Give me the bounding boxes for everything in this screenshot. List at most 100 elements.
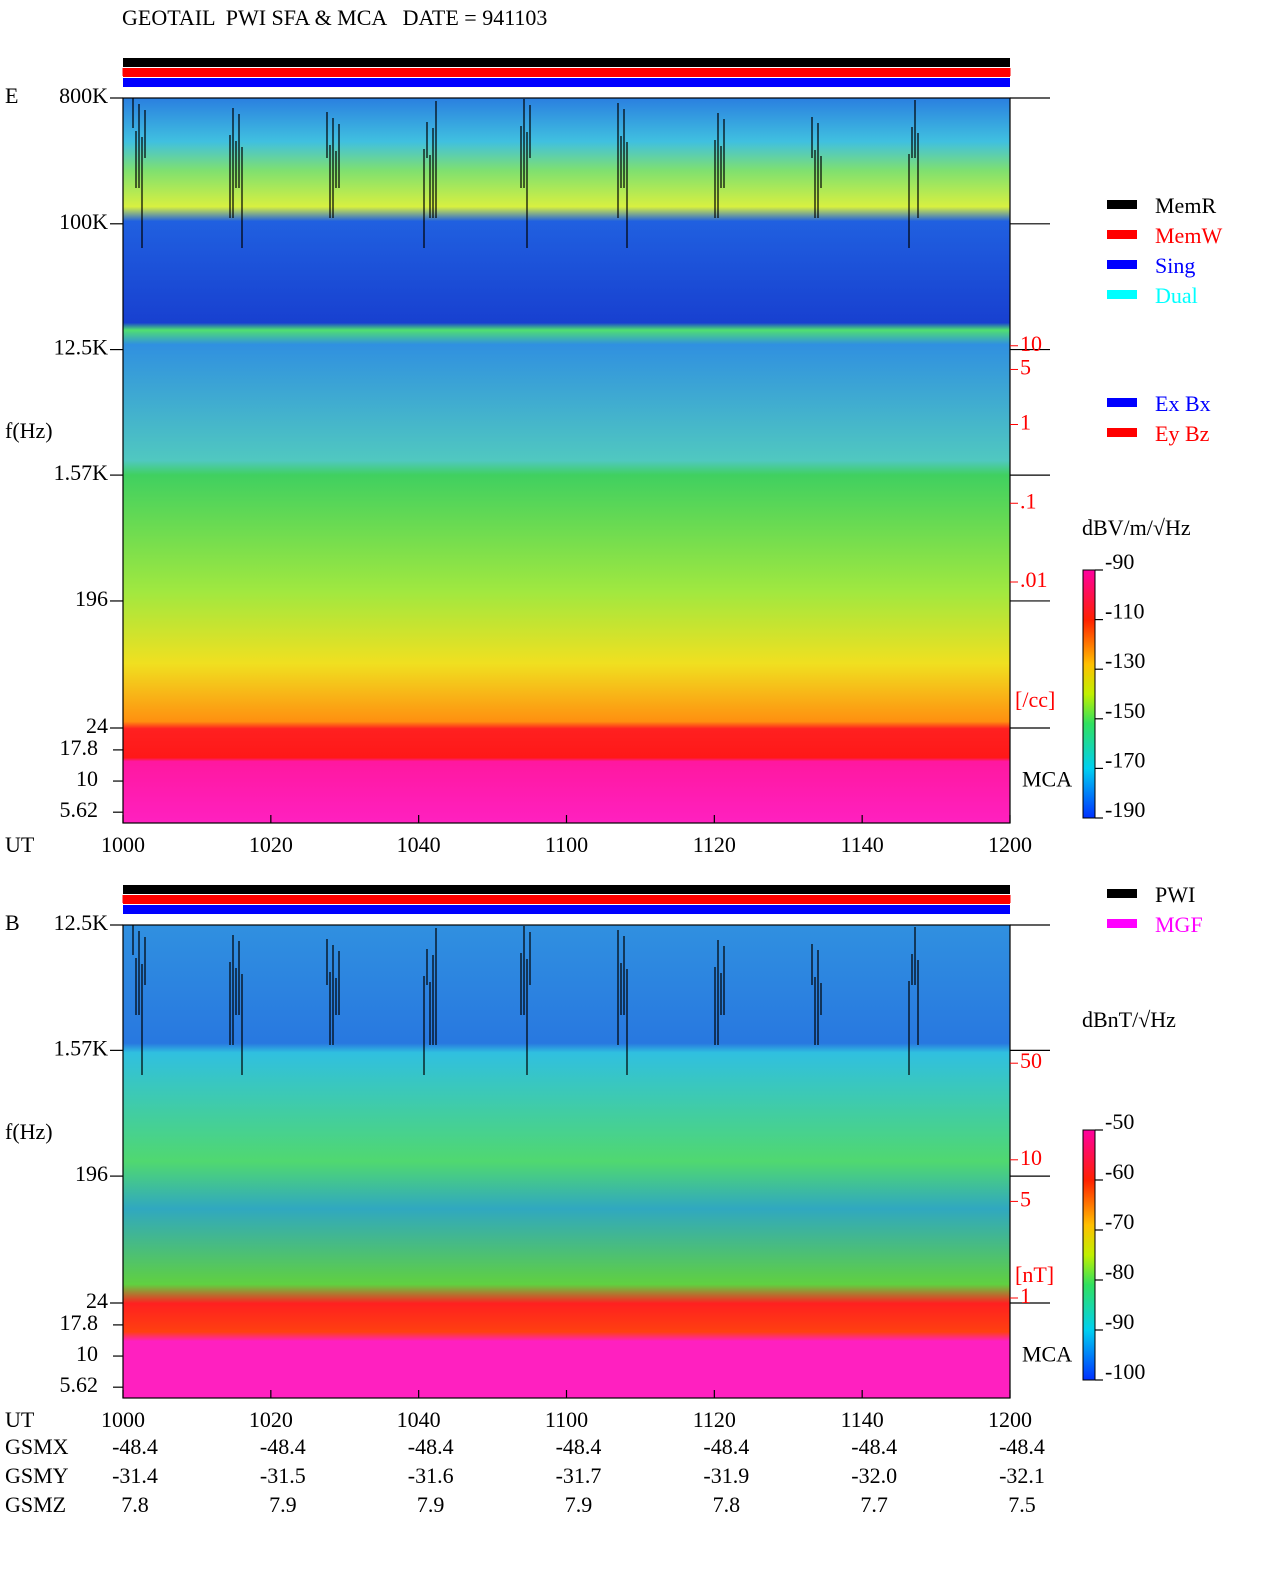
y-tick-label: 196 bbox=[75, 1161, 108, 1186]
orbit-value: -48.4 bbox=[999, 1434, 1045, 1459]
orbit-value: -48.4 bbox=[260, 1434, 306, 1459]
colorbar-tick-label: -50 bbox=[1105, 1109, 1134, 1134]
orbit-value: 7.8 bbox=[121, 1492, 149, 1517]
orbit-value: -48.4 bbox=[851, 1434, 897, 1459]
legend-swatch bbox=[1107, 290, 1137, 299]
status-bar bbox=[123, 78, 1010, 87]
x-tick-label: 1000 bbox=[101, 1407, 145, 1432]
colorbar-tick-label: -80 bbox=[1105, 1259, 1134, 1284]
y-axis-label: f(Hz) bbox=[5, 1119, 53, 1144]
x-tick-label: 1100 bbox=[545, 1407, 588, 1432]
legend-swatch bbox=[1107, 919, 1137, 928]
colorbar-tick-label: -60 bbox=[1105, 1159, 1134, 1184]
y-tick-label: 12.5K bbox=[54, 910, 109, 935]
x-tick-label: 1200 bbox=[988, 1407, 1032, 1432]
x-tick-label: 1040 bbox=[397, 1407, 441, 1432]
y2-tick-label: .01 bbox=[1020, 567, 1048, 592]
x-tick-label: 1020 bbox=[249, 1407, 293, 1432]
x-axis-label: UT bbox=[5, 1407, 35, 1432]
colorbar-tick-label: -110 bbox=[1105, 599, 1145, 624]
x-tick-label: 1120 bbox=[693, 832, 736, 857]
orbit-value: -31.4 bbox=[112, 1463, 158, 1488]
legend-label: PWI bbox=[1155, 882, 1195, 907]
status-bar bbox=[123, 58, 1010, 67]
orbit-value: -31.6 bbox=[408, 1463, 454, 1488]
y-tick-label: 100K bbox=[59, 209, 108, 234]
colorbar-tick-label: -130 bbox=[1105, 648, 1145, 673]
orbit-row-label: GSMX bbox=[5, 1434, 69, 1459]
colorbar-tick-label: -150 bbox=[1105, 698, 1145, 723]
y2-tick-label: 5 bbox=[1020, 355, 1031, 380]
legend-swatch bbox=[1107, 889, 1137, 898]
colorbar bbox=[1082, 1129, 1096, 1381]
x-axis-label: UT bbox=[5, 832, 35, 857]
x-tick-label: 1100 bbox=[545, 832, 588, 857]
legend-swatch bbox=[1107, 260, 1137, 269]
legend-swatch bbox=[1107, 230, 1137, 239]
y-tick-label: 1.57K bbox=[54, 460, 109, 485]
legend-label: MemW bbox=[1155, 223, 1222, 248]
legend-swatch bbox=[1107, 200, 1137, 209]
legend-label: Ey Bz bbox=[1155, 421, 1210, 446]
orbit-value: -31.9 bbox=[703, 1463, 749, 1488]
colorbar-label: dBnT/√Hz bbox=[1082, 1007, 1176, 1032]
orbit-value: 7.7 bbox=[860, 1492, 888, 1517]
y2-tick-label: 10 bbox=[1020, 1145, 1042, 1170]
y2-tick-label: 5 bbox=[1020, 1186, 1031, 1211]
orbit-value: 7.8 bbox=[713, 1492, 741, 1517]
legend-swatch bbox=[1107, 428, 1137, 437]
colorbar-tick-label: -90 bbox=[1105, 549, 1134, 574]
x-tick-label: 1140 bbox=[841, 832, 884, 857]
y-tick-label: 1.57K bbox=[54, 1035, 109, 1060]
y-tick-label: 12.5K bbox=[54, 335, 109, 360]
y-tick-label: 800K bbox=[59, 83, 108, 108]
y-tick-label: 24 bbox=[86, 713, 108, 738]
mca-tick-label: 10 bbox=[76, 1341, 98, 1366]
colorbar-tick-label: -90 bbox=[1105, 1309, 1134, 1334]
orbit-value: 7.5 bbox=[1008, 1492, 1036, 1517]
legend-label: MGF bbox=[1155, 912, 1203, 937]
legend-label: MemR bbox=[1155, 193, 1216, 218]
colorbar-tick-label: -170 bbox=[1105, 747, 1145, 772]
legend-label: Ex Bx bbox=[1155, 391, 1211, 416]
title: GEOTAIL PWI SFA & MCA DATE = 941103 bbox=[122, 5, 547, 30]
status-bar bbox=[123, 885, 1010, 894]
y2-tick-label: 1 bbox=[1020, 410, 1031, 435]
y2-tick-label: 10 bbox=[1020, 331, 1042, 356]
mca-tick-label: 17.8 bbox=[60, 735, 99, 760]
orbit-value: -31.5 bbox=[260, 1463, 306, 1488]
legend-label: Sing bbox=[1155, 253, 1195, 278]
orbit-value: -48.4 bbox=[112, 1434, 158, 1459]
legend-swatch bbox=[1107, 398, 1137, 407]
x-tick-label: 1040 bbox=[397, 832, 441, 857]
y2-tick-label: .1 bbox=[1020, 488, 1037, 513]
orbit-value: 7.9 bbox=[417, 1492, 445, 1517]
spectrogram bbox=[123, 98, 1010, 823]
orbit-value: -48.4 bbox=[556, 1434, 602, 1459]
y-tick-label: 24 bbox=[86, 1288, 108, 1313]
mca-tick-label: 5.62 bbox=[60, 797, 99, 822]
orbit-value: -32.1 bbox=[999, 1463, 1045, 1488]
status-bar bbox=[123, 905, 1010, 914]
panel-label: E bbox=[5, 83, 18, 108]
colorbar-tick-label: -100 bbox=[1105, 1359, 1145, 1384]
x-tick-label: 1120 bbox=[693, 1407, 736, 1432]
orbit-row-label: GSMY bbox=[5, 1463, 69, 1488]
colorbar-tick-label: -70 bbox=[1105, 1209, 1134, 1234]
spectrogram bbox=[123, 925, 1010, 1398]
mca-label: MCA bbox=[1022, 1342, 1072, 1367]
x-tick-label: 1020 bbox=[249, 832, 293, 857]
panel-label: B bbox=[5, 910, 20, 935]
orbit-value: 7.9 bbox=[269, 1492, 297, 1517]
y-tick-label: 196 bbox=[75, 586, 108, 611]
mca-tick-label: 5.62 bbox=[60, 1372, 99, 1397]
orbit-value: -31.7 bbox=[556, 1463, 602, 1488]
y-axis-label: f(Hz) bbox=[5, 418, 53, 443]
y2-axis-label: [nT] bbox=[1015, 1262, 1054, 1287]
y2-tick-label: 1 bbox=[1020, 1283, 1031, 1308]
x-tick-label: 1000 bbox=[101, 832, 145, 857]
x-tick-label: 1140 bbox=[841, 1407, 884, 1432]
y2-axis-label: [/cc] bbox=[1015, 687, 1055, 712]
legend-label: Dual bbox=[1155, 283, 1198, 308]
orbit-value: -48.4 bbox=[703, 1434, 749, 1459]
